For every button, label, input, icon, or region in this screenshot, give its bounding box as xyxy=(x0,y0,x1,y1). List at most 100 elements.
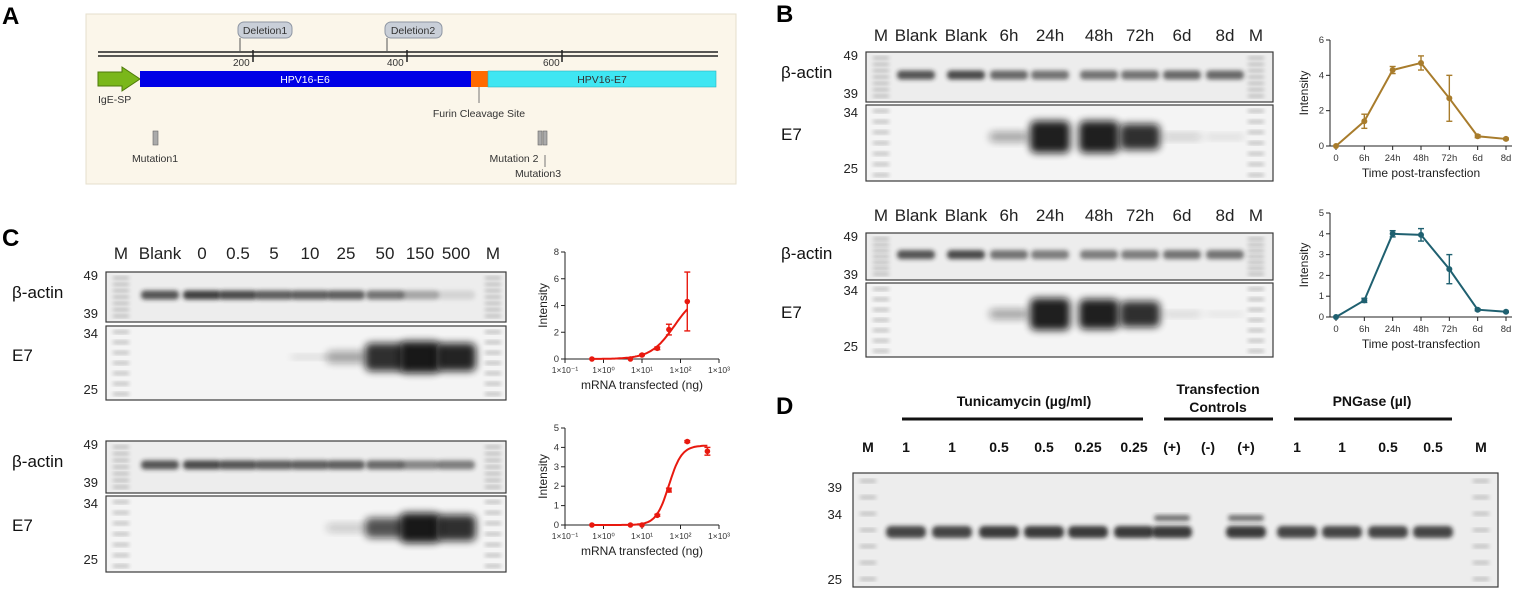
x-tick-label: 1×10⁰ xyxy=(592,365,615,375)
ladder-band xyxy=(485,289,501,293)
e7-band xyxy=(1162,133,1202,140)
e7-band xyxy=(1368,526,1408,538)
ladder-band xyxy=(113,330,129,334)
ladder-band xyxy=(860,479,876,483)
x-tick-label: 24h xyxy=(1385,153,1401,164)
y-tick-label: 2 xyxy=(554,327,559,338)
ladder-band xyxy=(873,266,889,270)
lane-label: M xyxy=(874,26,888,45)
ladder-band xyxy=(873,349,889,353)
beta-actin-band xyxy=(255,460,293,470)
x-axis-label: Time post-transfection xyxy=(1362,166,1480,180)
blot-b-top: M Blank Blank 6h 24h 48h 72h 6d 8d Mβ-actin E7 49 39… xyxy=(781,26,1274,182)
e7-band xyxy=(1413,526,1453,538)
ladder-band xyxy=(113,452,129,456)
x-tick-label: 1×10³ xyxy=(708,531,730,541)
ladder-band xyxy=(113,295,129,299)
ladder-band xyxy=(873,339,889,343)
beta-actin-band xyxy=(1163,250,1201,260)
ladder-band xyxy=(113,543,129,547)
lane-label: 1 xyxy=(1293,439,1301,455)
y-tick-label: 4 xyxy=(1319,70,1324,81)
beta-actin-band xyxy=(1121,70,1159,80)
ladder-band xyxy=(485,276,501,280)
x-tick-label: 1×10⁻¹ xyxy=(552,531,579,541)
ladder-band xyxy=(485,521,501,525)
data-point xyxy=(1361,118,1368,125)
beta-actin-band xyxy=(947,70,985,80)
e7-band xyxy=(1205,312,1245,317)
ladder-band xyxy=(1248,297,1264,301)
row-label-beta-actin: β-actin xyxy=(12,283,63,302)
data-point xyxy=(1333,314,1339,320)
mw-marker: 49 xyxy=(84,437,98,452)
e7-band xyxy=(400,341,440,374)
e7-band xyxy=(979,526,1019,538)
beta-actin-band xyxy=(1206,250,1244,260)
e7-band xyxy=(886,526,926,538)
lane-label: M xyxy=(486,244,500,263)
beta-actin-band xyxy=(219,460,257,470)
panel-label-d: D xyxy=(776,393,793,420)
data-point xyxy=(666,326,672,333)
ladder-band xyxy=(1248,243,1264,247)
e6-label: HPV16-E6 xyxy=(280,74,330,86)
ladder-band xyxy=(873,81,889,85)
e7-band xyxy=(1277,526,1317,538)
ladder-band xyxy=(1248,75,1264,79)
row-label-e7: E7 xyxy=(781,303,802,322)
lane-label: 0 xyxy=(197,244,206,263)
e7-band xyxy=(436,343,476,372)
ladder-band xyxy=(485,472,501,476)
beta-actin-band xyxy=(327,290,365,300)
row-label-beta-actin: β-actin xyxy=(781,244,832,263)
beta-actin-band xyxy=(291,460,329,470)
mw-marker: 49 xyxy=(84,268,98,283)
e7-band xyxy=(326,523,366,532)
ladder-band xyxy=(873,318,889,322)
e7-band xyxy=(1114,526,1154,538)
ladder-band xyxy=(485,465,501,469)
ladder-band xyxy=(1248,130,1264,134)
mw-marker: 39 xyxy=(828,480,842,495)
lane-label: 8d xyxy=(1216,206,1235,225)
ladder-band xyxy=(1248,173,1264,177)
lane-label: 0.5 xyxy=(989,439,1009,455)
ladder-band xyxy=(1248,328,1264,332)
beta-actin-band xyxy=(437,290,475,300)
x-tick-label: 1×10¹ xyxy=(631,365,653,375)
beta-actin-band xyxy=(1080,250,1118,260)
pngase-header: PNGase (µl) xyxy=(1333,393,1412,409)
ladder-band xyxy=(873,328,889,332)
ladder-band xyxy=(485,361,501,365)
data-point xyxy=(684,298,691,305)
beta-actin-band xyxy=(947,250,985,260)
mw-marker: 25 xyxy=(844,161,858,176)
ladder-band xyxy=(1248,109,1264,113)
data-point xyxy=(627,522,634,528)
ladder-band xyxy=(873,287,889,291)
data-point xyxy=(639,522,645,528)
ruler-label-200: 200 xyxy=(233,58,250,69)
lane-label: 72h xyxy=(1126,206,1154,225)
ladder-band xyxy=(873,243,889,247)
lane-label: Blank xyxy=(895,206,938,225)
ladder-band xyxy=(113,465,129,469)
ladder-band xyxy=(873,152,889,156)
beta-actin-band xyxy=(437,460,475,470)
ladder-band xyxy=(860,495,876,499)
ladder-band xyxy=(485,532,501,536)
ladder-band xyxy=(1248,56,1264,60)
data-point xyxy=(1361,297,1368,304)
lane-label: (+) xyxy=(1237,439,1255,455)
ladder-band xyxy=(873,141,889,145)
y-tick-label: 4 xyxy=(554,301,559,312)
lane-label: 1 xyxy=(948,439,956,455)
data-point xyxy=(704,448,711,455)
beta-actin-band xyxy=(141,290,179,300)
ladder-band xyxy=(1248,88,1264,92)
ladder-band xyxy=(113,371,129,375)
x-tick-label: 8d xyxy=(1501,324,1512,335)
e7-band xyxy=(1120,123,1160,150)
mw-marker: 25 xyxy=(828,572,842,587)
